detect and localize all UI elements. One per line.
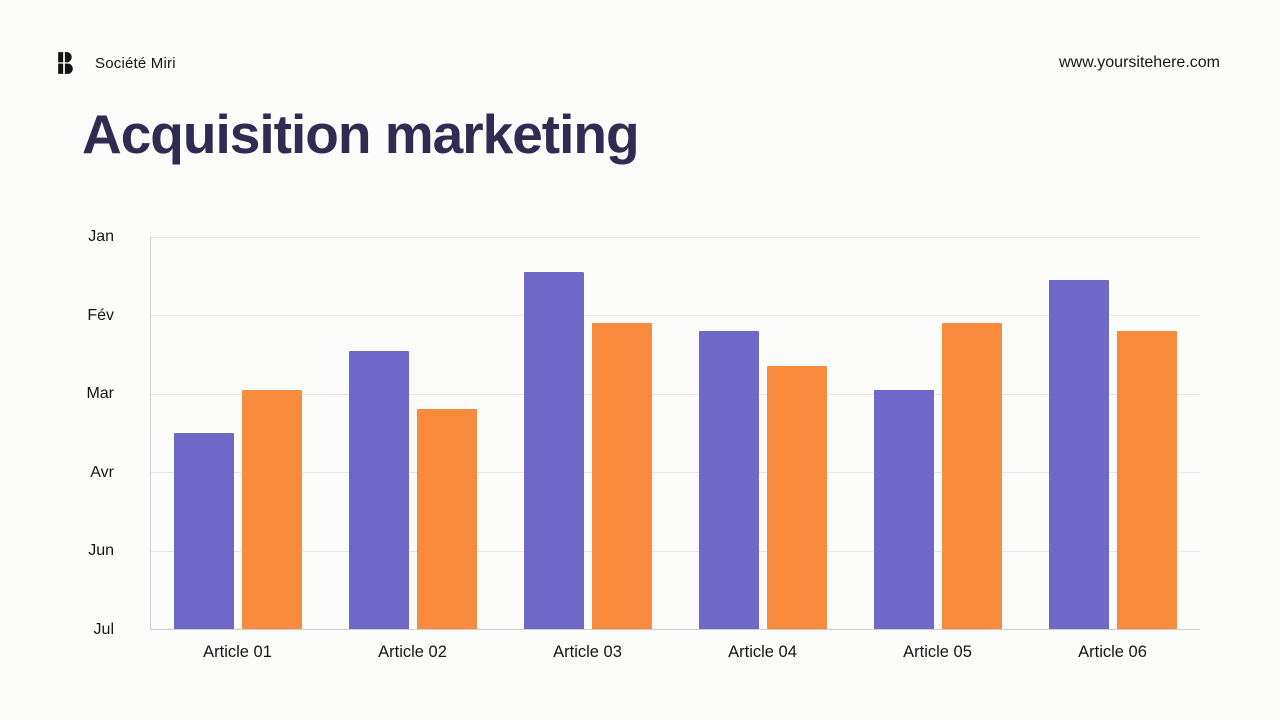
bar-group xyxy=(850,237,1025,629)
page-title: Acquisition marketing xyxy=(82,103,640,165)
x-category-label: Article 04 xyxy=(728,643,797,661)
y-tick-label: Jul xyxy=(93,621,114,638)
bar-group xyxy=(675,237,850,629)
y-axis: Jan Fév Mar Avr Jun Jul xyxy=(60,228,150,638)
plot-area xyxy=(150,237,1200,630)
x-category-label: Article 02 xyxy=(378,643,447,661)
bar-group xyxy=(501,237,676,629)
y-tick-label: Fév xyxy=(87,306,114,324)
brand-name: Société Miri xyxy=(95,54,176,72)
x-axis: Article 01 Article 02 Article 03 Article 04… xyxy=(150,643,1200,662)
x-category-label: Article 03 xyxy=(553,643,622,661)
y-tick-label: Jan xyxy=(88,228,114,245)
gridline xyxy=(151,393,1200,395)
y-tick-label: Avr xyxy=(90,463,114,481)
bar-series-purple xyxy=(698,331,759,629)
brand-logo-icon xyxy=(55,50,83,76)
bar-series-purple xyxy=(873,389,934,629)
gridline xyxy=(151,237,1200,238)
bar-series-purple xyxy=(524,272,585,629)
brand: Société Miri xyxy=(55,50,176,76)
bar-group xyxy=(151,237,326,629)
bar-chart: Jan Fév Mar Avr Jun Jul Article 01 Article 02 A… xyxy=(60,228,1200,662)
x-category-label: Article 05 xyxy=(903,643,972,661)
bar-series-purple xyxy=(1048,280,1109,629)
bar-group xyxy=(326,237,501,629)
bar-series-orange xyxy=(766,366,827,629)
gridline xyxy=(151,550,1200,552)
x-category-label: Article 01 xyxy=(203,643,272,661)
bar-series-orange xyxy=(417,409,478,629)
y-tick-label: Jun xyxy=(88,542,114,560)
bars-container xyxy=(151,237,1200,629)
bar-series-orange xyxy=(242,389,303,629)
gridline xyxy=(151,315,1200,317)
bar-series-orange xyxy=(592,323,653,629)
top-bar: Société Miri www.yoursitehere.com xyxy=(55,50,1220,76)
bar-series-orange xyxy=(941,323,1002,629)
y-tick-label: Mar xyxy=(86,385,114,403)
bar-series-orange xyxy=(1116,331,1177,629)
bar-group xyxy=(1025,237,1200,629)
bar-series-purple xyxy=(349,350,410,629)
x-category-label: Article 06 xyxy=(1078,643,1147,661)
gridline xyxy=(151,472,1200,474)
website-url: www.yoursitehere.com xyxy=(1059,54,1220,71)
bar-series-purple xyxy=(174,433,235,629)
